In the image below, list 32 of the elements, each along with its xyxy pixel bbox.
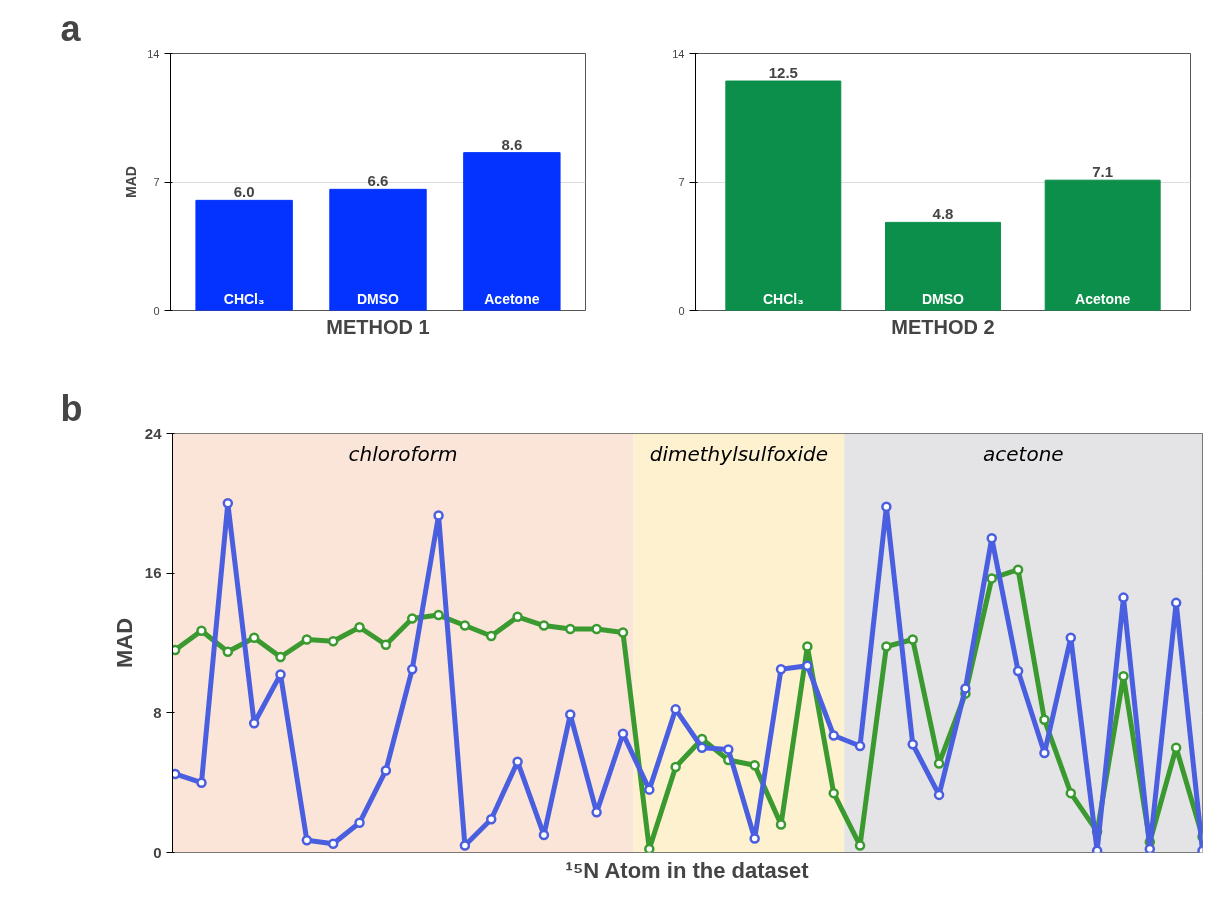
data-label: 4.8 <box>932 205 954 223</box>
y-tick-label: 24 <box>144 424 163 442</box>
data-label: 6.6 <box>367 172 389 190</box>
annotation: dimethylsulfoxide <box>649 441 829 466</box>
x-tick-label: CHCl₃ <box>223 290 265 307</box>
y-tick-label: 0 <box>678 304 685 317</box>
x-tick-label: Acetone <box>1075 290 1131 307</box>
y-tick-label: 14 <box>672 47 685 60</box>
y-tick-label: 8 <box>153 703 162 721</box>
x-tick-label: DMSO <box>922 290 965 307</box>
text: a <box>60 7 82 49</box>
x-tick-label: DMSO <box>357 290 400 307</box>
y-tick-label: 7 <box>153 176 160 188</box>
annotation: acetone <box>983 441 1064 466</box>
x-tick-label: Acetone <box>484 290 540 307</box>
y-axis-title: MAD <box>123 166 140 198</box>
x-axis-title: ¹⁵N Atom in the dataset <box>565 857 810 883</box>
y-tick-label: 0 <box>153 843 162 861</box>
y-tick-label: 14 <box>147 47 160 60</box>
data-label: 6.0 <box>233 183 255 201</box>
x-tick-label: CHCl₃ <box>762 290 804 307</box>
y-axis-title: MAD <box>111 617 137 669</box>
x-axis-title: METHOD 1 <box>326 315 430 338</box>
y-tick-label: 16 <box>144 564 162 582</box>
text: b <box>60 387 83 429</box>
data-label: 7.1 <box>1092 163 1114 181</box>
y-tick-label: 0 <box>153 304 160 317</box>
y-tick-label: 7 <box>678 176 685 188</box>
data-label: 12.5 <box>768 64 798 82</box>
annotation: chloroform <box>348 441 458 466</box>
x-axis-title: METHOD 2 <box>891 315 995 338</box>
data-label: 8.6 <box>501 135 523 153</box>
